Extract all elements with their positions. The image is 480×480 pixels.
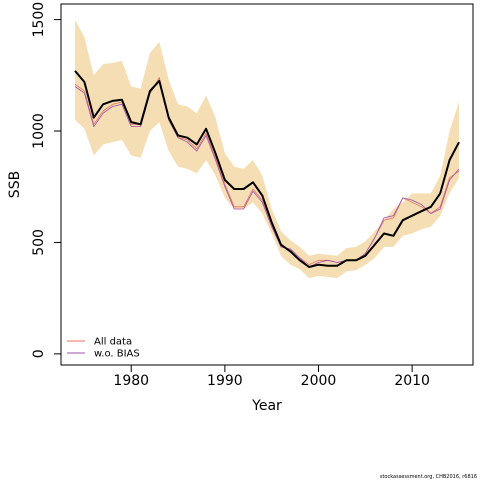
legend-label: w.o. BIAS [94, 349, 140, 360]
y-tick-label: 1000 [31, 113, 47, 149]
x-tick-label: 2000 [301, 373, 337, 389]
y-tick-label: 0 [31, 349, 47, 358]
y-axis: 0 500 1000 1500 [31, 2, 61, 358]
x-tick-label: 1980 [113, 373, 149, 389]
x-tick-label: 1990 [207, 373, 243, 389]
y-tick-label: 1500 [31, 2, 47, 38]
x-axis: 1980 1990 2000 2010 [113, 365, 430, 389]
series-layer [74, 70, 460, 268]
wo-bias-line [74, 79, 460, 268]
y-axis-title: SSB [7, 171, 23, 198]
legend-label: All data [94, 337, 132, 348]
confidence-band-layer [75, 19, 459, 279]
x-tick-label: 2010 [394, 373, 430, 389]
credit-note: stockassessment.org, CHB2016, r6816 [380, 474, 477, 480]
plot-frame [60, 3, 474, 366]
x-axis-title: Year [251, 398, 282, 414]
confidence-band [75, 19, 459, 279]
y-tick-label: 500 [31, 229, 47, 256]
estimate-line [74, 70, 460, 268]
